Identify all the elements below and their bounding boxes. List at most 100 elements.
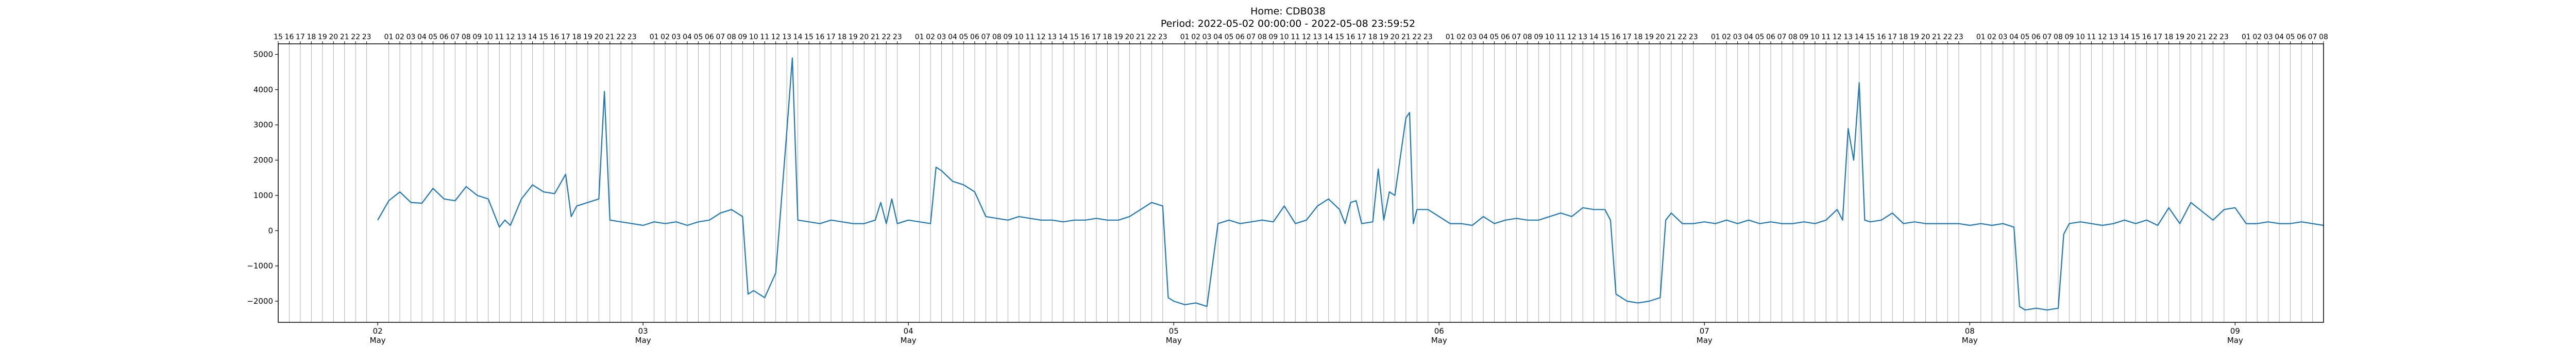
top-tick-label: 20: [594, 33, 603, 41]
top-tick-label: 19: [1379, 33, 1388, 41]
y-tick-label: 1000: [253, 191, 273, 200]
top-tick-label: 02: [926, 33, 935, 41]
top-tick-label: 19: [849, 33, 858, 41]
top-tick-label: 16: [1081, 33, 1090, 41]
top-tick-label: 02: [1191, 33, 1200, 41]
top-tick-label: 04: [1213, 33, 1223, 41]
top-tick-label: 13: [1578, 33, 1587, 41]
top-tick-label: 23: [362, 33, 371, 41]
top-tick-label: 04: [683, 33, 692, 41]
top-tick-label: 10: [1545, 33, 1554, 41]
top-tick-label: 09: [1534, 33, 1543, 41]
top-tick-label: 07: [1777, 33, 1787, 41]
top-tick-label: 13: [517, 33, 526, 41]
top-tick-label: 03: [937, 33, 946, 41]
top-tick-label: 12: [2098, 33, 2107, 41]
top-tick-label: 22: [1412, 33, 1421, 41]
top-tick-label: 16: [285, 33, 294, 41]
top-tick-label: 20: [1125, 33, 1134, 41]
top-tick-label: 21: [1136, 33, 1145, 41]
x-tick-label: 05: [1169, 326, 1179, 336]
top-tick-label: 11: [495, 33, 504, 41]
top-tick-label: 22: [351, 33, 360, 41]
top-tick-label: 14: [1059, 33, 1068, 41]
top-tick-label: 21: [340, 33, 349, 41]
top-tick-label: 13: [782, 33, 791, 41]
top-tick-label: 23: [628, 33, 637, 41]
top-tick-label: 10: [1280, 33, 1289, 41]
top-tick-label: 08: [2054, 33, 2063, 41]
top-tick-label: 13: [1313, 33, 1322, 41]
top-tick-label: 09: [472, 33, 482, 41]
top-tick-label: 12: [1302, 33, 1311, 41]
top-tick-label: 05: [1225, 33, 1234, 41]
top-tick-label: 15: [539, 33, 548, 41]
top-tick-label: 16: [816, 33, 825, 41]
top-tick-label: 06: [1766, 33, 1775, 41]
top-tick-label: 07: [981, 33, 990, 41]
x-tick-month: May: [1431, 336, 1447, 345]
top-tick-label: 10: [484, 33, 493, 41]
top-tick-label: 01: [1711, 33, 1720, 41]
top-tick-label: 22: [1677, 33, 1687, 41]
top-tick-label: 18: [838, 33, 847, 41]
top-tick-label: 09: [1799, 33, 1808, 41]
x-tick-month: May: [1166, 336, 1182, 345]
top-tick-label: 21: [871, 33, 880, 41]
top-tick-label: 01: [384, 33, 394, 41]
top-tick-label: 17: [1357, 33, 1366, 41]
top-tick-label: 14: [1855, 33, 1864, 41]
top-tick-label: 15: [274, 33, 283, 41]
top-tick-label: 05: [429, 33, 438, 41]
top-tick-label: 19: [318, 33, 327, 41]
top-tick-label: 14: [1324, 33, 1333, 41]
top-tick-label: 02: [2252, 33, 2262, 41]
top-tick-label: 01: [2242, 33, 2251, 41]
top-tick-label: 02: [660, 33, 670, 41]
y-tick-label: 5000: [253, 50, 273, 59]
top-tick-label: 07: [2308, 33, 2317, 41]
top-tick-label: 04: [948, 33, 957, 41]
top-tick-label: 14: [1589, 33, 1599, 41]
x-tick-label: 04: [904, 326, 913, 336]
top-tick-label: 12: [1037, 33, 1046, 41]
top-tick-label: 17: [1092, 33, 1101, 41]
top-tick-label: 01: [1976, 33, 1986, 41]
y-tick-label: −1000: [247, 261, 273, 271]
top-tick-label: 06: [2297, 33, 2306, 41]
top-tick-label: 03: [2264, 33, 2273, 41]
top-tick-label: 16: [2142, 33, 2151, 41]
top-tick-label: 08: [727, 33, 736, 41]
top-tick-label: 23: [1689, 33, 1698, 41]
top-tick-label: 09: [2065, 33, 2074, 41]
top-tick-label: 23: [1954, 33, 1963, 41]
top-tick-label: 10: [1014, 33, 1024, 41]
top-tick-label: 18: [307, 33, 316, 41]
top-tick-label: 06: [1501, 33, 1510, 41]
top-tick-label: 11: [2087, 33, 2096, 41]
top-tick-label: 19: [1114, 33, 1123, 41]
top-tick-label: 07: [1512, 33, 1521, 41]
top-tick-label: 06: [705, 33, 714, 41]
x-tick-month: May: [1962, 336, 1978, 345]
top-tick-label: 06: [970, 33, 979, 41]
top-tick-label: 02: [395, 33, 404, 41]
top-tick-label: 05: [2286, 33, 2295, 41]
top-tick-label: 17: [2153, 33, 2162, 41]
x-tick-month: May: [901, 336, 917, 345]
top-tick-label: 08: [1258, 33, 1267, 41]
top-tick-label: 18: [2164, 33, 2174, 41]
top-tick-label: 16: [1612, 33, 1621, 41]
top-tick-label: 07: [1247, 33, 1256, 41]
top-tick-label: 12: [1833, 33, 1842, 41]
top-tick-label: 02: [1456, 33, 1466, 41]
top-tick-label: 22: [1943, 33, 1952, 41]
top-tick-label: 16: [550, 33, 560, 41]
top-tick-label: 18: [572, 33, 581, 41]
top-tick-label: 01: [1446, 33, 1455, 41]
x-tick-month: May: [370, 336, 386, 345]
top-tick-label: 16: [1877, 33, 1886, 41]
series-layer: [377, 57, 2324, 311]
top-tick-label: 20: [1390, 33, 1399, 41]
